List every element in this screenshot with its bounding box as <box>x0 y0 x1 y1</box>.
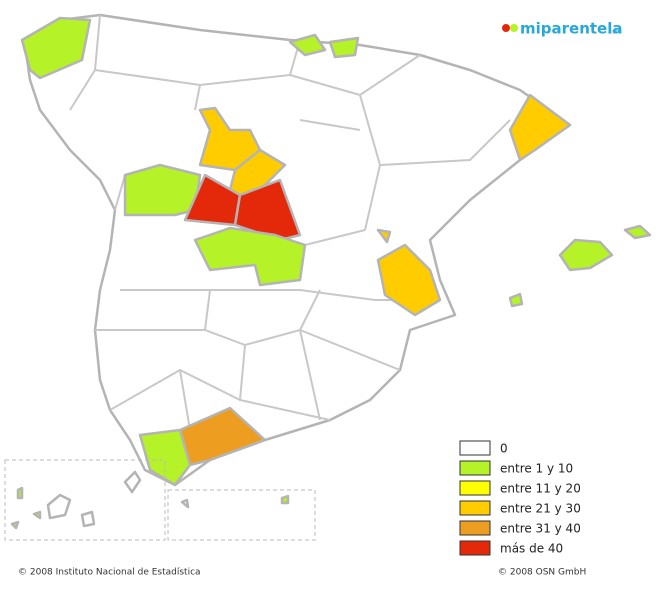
legend-swatch <box>459 500 491 516</box>
province <box>288 33 327 57</box>
island <box>558 238 614 272</box>
inset-frame <box>4 459 166 541</box>
province <box>193 226 307 287</box>
province <box>20 16 92 80</box>
inset-frame <box>167 489 316 541</box>
province <box>138 428 192 487</box>
logo-icon <box>502 24 510 32</box>
legend-swatch <box>459 540 491 556</box>
logo-text: miparentela <box>520 20 623 38</box>
legend: 0 entre 1 y 10 entre 11 y 20 entre 21 y 30 e… <box>459 440 581 556</box>
legend-label: más de 40 <box>500 542 563 556</box>
legend-swatch <box>459 520 491 536</box>
logo-suffix: .com <box>607 29 622 36</box>
province <box>376 243 442 317</box>
logo-icon <box>510 24 518 32</box>
legend-label: entre 21 y 30 <box>500 502 581 516</box>
legend-label: entre 31 y 40 <box>500 522 581 536</box>
highlighted-provinces <box>20 16 652 487</box>
legend-label: 0 <box>500 442 508 456</box>
island <box>16 486 24 500</box>
island <box>10 520 20 530</box>
legend-swatch <box>459 480 491 496</box>
canary-islands <box>4 459 316 541</box>
province <box>228 148 287 202</box>
island <box>123 470 142 494</box>
legend-swatch <box>459 440 491 456</box>
island <box>46 493 72 520</box>
island <box>32 510 42 520</box>
legend-label: entre 11 y 20 <box>500 482 581 496</box>
island <box>623 224 652 240</box>
province <box>233 178 302 242</box>
province <box>328 36 360 59</box>
footer-left: © 2008 Instituto Nacional de Estadística <box>18 568 201 578</box>
province <box>508 93 572 162</box>
legend-swatch <box>459 460 491 476</box>
legend-label: entre 1 y 10 <box>500 462 573 476</box>
island <box>80 510 96 528</box>
province <box>376 228 392 244</box>
footer-right: © 2008 OSN GmbH <box>498 568 586 578</box>
island <box>180 498 190 509</box>
logo: miparentela .com <box>502 20 623 38</box>
province-borders <box>69 14 511 431</box>
island <box>508 292 524 308</box>
island <box>280 494 290 505</box>
province <box>123 163 202 217</box>
